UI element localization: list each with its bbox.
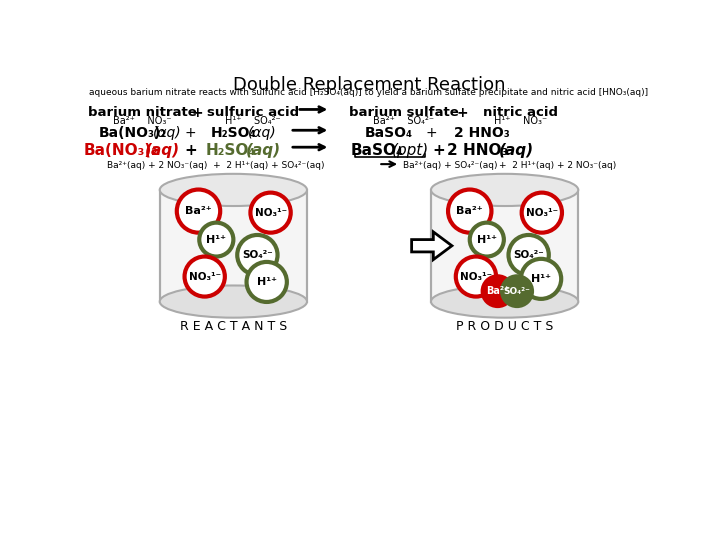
Circle shape xyxy=(246,262,287,302)
Text: Ba(NO₃)₂: Ba(NO₃)₂ xyxy=(99,126,167,140)
Text: +: + xyxy=(191,106,203,120)
Text: H¹⁺: H¹⁺ xyxy=(477,234,497,245)
Circle shape xyxy=(508,235,549,275)
Text: +: + xyxy=(426,126,437,140)
Text: aqueous barium nitrate reacts with sulfuric acid [H₂SO₄(aq)] to yield a barium s: aqueous barium nitrate reacts with sulfu… xyxy=(89,88,649,97)
Circle shape xyxy=(456,256,496,296)
Text: Ba²⁺(aq) + 2 NO₃⁻(aq)  +  2 H¹⁺(aq) + SO₄²⁻(aq): Ba²⁺(aq) + 2 NO₃⁻(aq) + 2 H¹⁺(aq) + SO₄²… xyxy=(107,161,325,170)
Text: sulfuric acid: sulfuric acid xyxy=(207,106,299,119)
Text: Ba²⁺    SO₄²⁻: Ba²⁺ SO₄²⁻ xyxy=(374,117,434,126)
Text: (aq): (aq) xyxy=(246,143,282,158)
Text: barium nitrate: barium nitrate xyxy=(89,106,197,119)
Text: SO₄²⁻: SO₄²⁻ xyxy=(503,287,531,296)
Text: P R O D U C T S: P R O D U C T S xyxy=(456,320,553,333)
Bar xyxy=(431,190,578,301)
Ellipse shape xyxy=(160,286,307,318)
Circle shape xyxy=(238,235,277,275)
Text: nitric acid: nitric acid xyxy=(482,106,557,119)
Ellipse shape xyxy=(431,174,578,206)
Text: NO₃¹⁻: NO₃¹⁻ xyxy=(526,208,558,218)
Text: Ba²⁺: Ba²⁺ xyxy=(185,206,212,216)
Text: NO₃¹⁻: NO₃¹⁻ xyxy=(254,208,287,218)
Text: Ba²⁺    NO₃⁻: Ba²⁺ NO₃⁻ xyxy=(114,117,172,126)
Text: +: + xyxy=(433,143,445,158)
Text: SO₄²⁻: SO₄²⁻ xyxy=(242,250,273,260)
Circle shape xyxy=(500,274,534,308)
Text: (αq): (αq) xyxy=(153,126,182,140)
Text: Ba(NO₃)₂: Ba(NO₃)₂ xyxy=(84,143,158,158)
Text: NO₃¹⁻: NO₃¹⁻ xyxy=(460,272,492,281)
Text: +  2 H¹⁺(aq) + 2 NO₃⁻(aq): + 2 H¹⁺(aq) + 2 NO₃⁻(aq) xyxy=(499,161,616,170)
Ellipse shape xyxy=(431,286,578,318)
Text: H¹⁺: H¹⁺ xyxy=(257,277,276,287)
Text: BaSO₄: BaSO₄ xyxy=(351,143,403,158)
Circle shape xyxy=(522,193,562,233)
Text: Double Replacement Reaction: Double Replacement Reaction xyxy=(233,76,505,94)
Bar xyxy=(160,190,307,301)
Text: NO₃¹⁻: NO₃¹⁻ xyxy=(189,272,221,281)
Text: +: + xyxy=(456,106,468,120)
Text: barium sulfate: barium sulfate xyxy=(349,106,459,119)
Text: (αq): (αq) xyxy=(248,126,276,140)
Text: (aq): (aq) xyxy=(145,143,179,158)
Text: H¹⁺    SO₄²⁻: H¹⁺ SO₄²⁻ xyxy=(225,117,281,126)
Text: H¹⁺    NO₃⁻: H¹⁺ NO₃⁻ xyxy=(494,117,546,126)
Text: H¹⁺: H¹⁺ xyxy=(531,274,551,284)
Circle shape xyxy=(448,190,492,233)
Text: Ba²⁺: Ba²⁺ xyxy=(456,206,483,216)
Ellipse shape xyxy=(160,174,307,206)
Text: 2 HNO₃: 2 HNO₃ xyxy=(447,143,508,158)
Text: R E A C T A N T S: R E A C T A N T S xyxy=(180,320,287,333)
Text: H₂SO₄: H₂SO₄ xyxy=(210,126,256,140)
Circle shape xyxy=(251,193,291,233)
Circle shape xyxy=(481,274,515,308)
Text: (aq): (aq) xyxy=(499,143,534,158)
Text: H¹⁺: H¹⁺ xyxy=(207,234,226,245)
Text: (ppt): (ppt) xyxy=(392,143,428,158)
Text: H₂SO₄: H₂SO₄ xyxy=(206,143,256,158)
Circle shape xyxy=(521,259,561,299)
Circle shape xyxy=(199,222,233,256)
Text: Ba²⁺(aq) + SO₄²⁻(aq): Ba²⁺(aq) + SO₄²⁻(aq) xyxy=(403,161,498,170)
Text: +: + xyxy=(185,126,197,140)
Text: SO₄²⁻: SO₄²⁻ xyxy=(513,250,544,260)
Circle shape xyxy=(184,256,225,296)
Polygon shape xyxy=(412,232,452,260)
Text: 2 HNO₃: 2 HNO₃ xyxy=(454,126,509,140)
Circle shape xyxy=(469,222,504,256)
Text: +: + xyxy=(184,143,197,158)
Text: Ba²⁺: Ba²⁺ xyxy=(486,286,509,296)
Circle shape xyxy=(177,190,220,233)
Text: BaSO₄: BaSO₄ xyxy=(364,126,413,140)
